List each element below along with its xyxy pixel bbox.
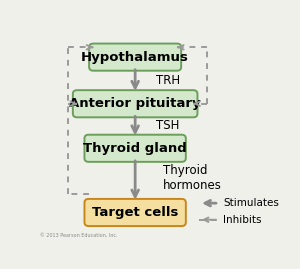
- FancyBboxPatch shape: [85, 199, 186, 226]
- FancyBboxPatch shape: [73, 90, 197, 117]
- Text: Target cells: Target cells: [92, 206, 178, 219]
- Text: TRH: TRH: [156, 74, 180, 87]
- Text: Stimulates: Stimulates: [224, 198, 279, 208]
- FancyBboxPatch shape: [89, 44, 181, 71]
- FancyBboxPatch shape: [85, 135, 186, 162]
- Text: © 2013 Pearson Education, Inc.: © 2013 Pearson Education, Inc.: [40, 232, 117, 237]
- Text: Anterior pituitary: Anterior pituitary: [69, 97, 201, 110]
- Text: Thyroid
hormones: Thyroid hormones: [163, 164, 222, 192]
- Text: TSH: TSH: [156, 119, 179, 132]
- Text: Thyroid gland: Thyroid gland: [83, 142, 187, 155]
- Text: Hypothalamus: Hypothalamus: [81, 51, 189, 64]
- Text: Inhibits: Inhibits: [224, 215, 262, 225]
